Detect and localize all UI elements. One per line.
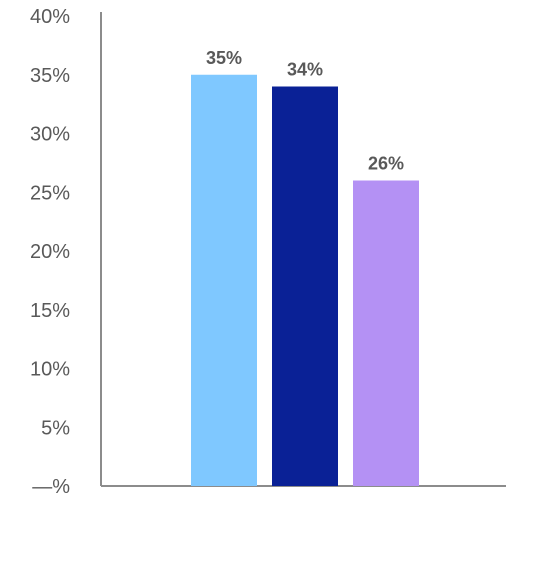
y-tick-label: 10% <box>30 359 70 381</box>
data-label-3: 26% <box>368 154 404 174</box>
data-label-2: 34% <box>287 60 323 80</box>
data-labels: 35% 34% 26% <box>206 48 404 174</box>
y-tick-label: 5% <box>41 417 70 439</box>
y-tick-label: 30% <box>30 124 70 146</box>
bar-3 <box>353 180 419 486</box>
y-tick-label: 40% <box>30 6 70 28</box>
y-tick-label: 35% <box>30 65 70 87</box>
bar-2 <box>272 86 338 486</box>
y-tick-label: 15% <box>30 300 70 322</box>
data-label-1: 35% <box>206 48 242 68</box>
bars <box>191 74 419 486</box>
y-tick-label: 25% <box>30 182 70 204</box>
y-tick-label: 20% <box>30 241 70 263</box>
y-tick-label: —% <box>32 476 70 498</box>
y-tick-labels: —% 5% 10% 15% 20% 25% 30% 35% 40% <box>30 6 70 498</box>
bar-1 <box>191 74 257 486</box>
